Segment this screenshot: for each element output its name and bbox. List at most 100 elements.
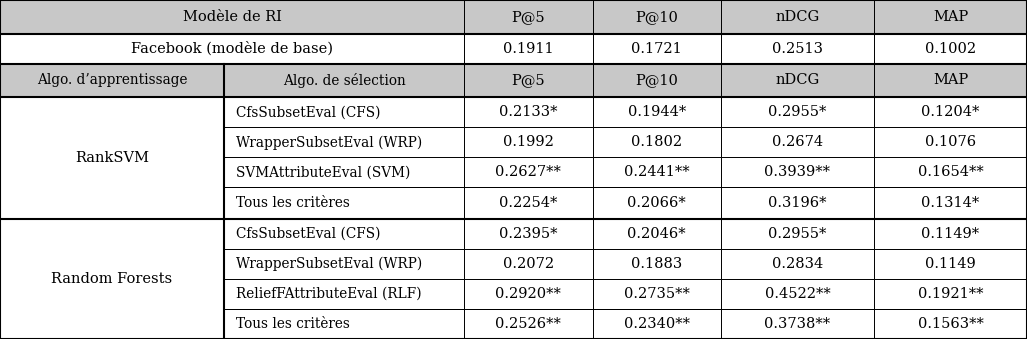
Bar [464, 127, 593, 157]
Bar [0, 34, 464, 64]
Bar [721, 34, 874, 64]
Bar [224, 97, 464, 127]
Bar [464, 219, 593, 249]
Bar [464, 309, 593, 339]
Bar [593, 187, 721, 219]
Bar [593, 279, 721, 309]
Bar [874, 97, 1027, 127]
Text: Modèle de RI: Modèle de RI [183, 10, 281, 24]
Text: CfsSubsetEval (CFS): CfsSubsetEval (CFS) [236, 105, 381, 119]
Bar [593, 127, 721, 157]
Bar [721, 279, 874, 309]
Text: P@5: P@5 [511, 74, 545, 87]
Text: RankSVM: RankSVM [75, 151, 149, 165]
Text: 0.2066*: 0.2066* [627, 196, 686, 210]
Text: 0.3196*: 0.3196* [768, 196, 827, 210]
Bar [593, 34, 721, 64]
Bar [721, 0, 874, 34]
Bar [721, 97, 874, 127]
Text: 0.1204*: 0.1204* [921, 105, 980, 119]
Text: 0.4522**: 0.4522** [764, 287, 831, 301]
Text: 0.3738**: 0.3738** [764, 317, 831, 331]
Bar [464, 249, 593, 279]
Text: WrapperSubsetEval (WRP): WrapperSubsetEval (WRP) [236, 257, 422, 271]
Bar [464, 34, 593, 64]
Text: 0.1721: 0.1721 [632, 42, 682, 56]
Text: 0.2955*: 0.2955* [768, 105, 827, 119]
Bar [593, 309, 721, 339]
Bar [464, 157, 593, 187]
Text: Random Forests: Random Forests [51, 272, 173, 286]
Text: ReliefFAttributeEval (RLF): ReliefFAttributeEval (RLF) [236, 287, 422, 301]
Text: P@10: P@10 [636, 10, 678, 24]
Bar [464, 187, 593, 219]
Bar [224, 219, 464, 249]
Text: MAP: MAP [933, 74, 968, 87]
Bar [593, 97, 721, 127]
Text: Tous les critères: Tous les critères [236, 196, 350, 210]
Text: MAP: MAP [933, 10, 968, 24]
Bar [0, 64, 224, 97]
Text: 0.1002: 0.1002 [925, 42, 976, 56]
Bar [874, 157, 1027, 187]
Text: CfsSubsetEval (CFS): CfsSubsetEval (CFS) [236, 227, 381, 241]
Bar [721, 187, 874, 219]
Text: 0.2526**: 0.2526** [495, 317, 562, 331]
Text: 0.2674: 0.2674 [772, 135, 823, 149]
Bar [874, 219, 1027, 249]
Bar [593, 64, 721, 97]
Text: 0.1944*: 0.1944* [627, 105, 686, 119]
Text: 0.1654**: 0.1654** [917, 165, 984, 179]
Bar [721, 249, 874, 279]
Text: SVMAttributeEval (SVM): SVMAttributeEval (SVM) [236, 165, 411, 179]
Bar [721, 64, 874, 97]
Bar [224, 279, 464, 309]
Text: 0.1911: 0.1911 [503, 42, 554, 56]
Text: 0.1921**: 0.1921** [918, 287, 983, 301]
Text: 0.1563**: 0.1563** [917, 317, 984, 331]
Text: 0.2441**: 0.2441** [624, 165, 689, 179]
Bar [464, 279, 593, 309]
Bar [593, 219, 721, 249]
Text: 0.1076: 0.1076 [925, 135, 976, 149]
Bar [224, 157, 464, 187]
Bar [224, 187, 464, 219]
Bar [0, 219, 224, 339]
Text: 0.2133*: 0.2133* [499, 105, 558, 119]
Text: 0.2834: 0.2834 [772, 257, 823, 271]
Bar [874, 127, 1027, 157]
Text: 0.2340**: 0.2340** [623, 317, 690, 331]
Text: 0.2046*: 0.2046* [627, 227, 686, 241]
Bar [0, 97, 224, 219]
Bar [593, 0, 721, 34]
Bar [721, 309, 874, 339]
Bar [593, 157, 721, 187]
Text: nDCG: nDCG [775, 10, 820, 24]
Bar [0, 0, 464, 34]
Bar [874, 187, 1027, 219]
Text: Facebook (modèle de base): Facebook (modèle de base) [131, 41, 333, 56]
Bar [224, 64, 464, 97]
Bar [464, 0, 593, 34]
Text: 0.2513: 0.2513 [772, 42, 823, 56]
Text: 0.2395*: 0.2395* [499, 227, 558, 241]
Text: 0.1149*: 0.1149* [921, 227, 980, 241]
Text: 0.2735**: 0.2735** [623, 287, 690, 301]
Text: P@5: P@5 [511, 10, 545, 24]
Bar [874, 249, 1027, 279]
Text: Tous les critères: Tous les critères [236, 317, 350, 331]
Text: 0.1883: 0.1883 [632, 257, 682, 271]
Bar [721, 219, 874, 249]
Bar [224, 249, 464, 279]
Bar [464, 64, 593, 97]
Text: 0.1149: 0.1149 [925, 257, 976, 271]
Bar [593, 249, 721, 279]
Bar [874, 64, 1027, 97]
Bar [874, 279, 1027, 309]
Bar [721, 127, 874, 157]
Text: 0.2072: 0.2072 [503, 257, 554, 271]
Bar [721, 157, 874, 187]
Bar [874, 309, 1027, 339]
Text: 0.2920**: 0.2920** [495, 287, 562, 301]
Text: nDCG: nDCG [775, 74, 820, 87]
